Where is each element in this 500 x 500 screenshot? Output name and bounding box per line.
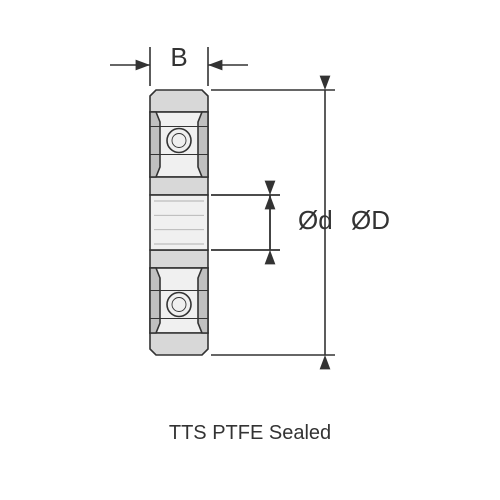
diagram-caption: TTS PTFE Sealed: [0, 422, 500, 445]
svg-text:ØD: ØD: [351, 205, 390, 235]
svg-text:B: B: [170, 42, 187, 72]
svg-text:Ød: Ød: [298, 205, 333, 235]
